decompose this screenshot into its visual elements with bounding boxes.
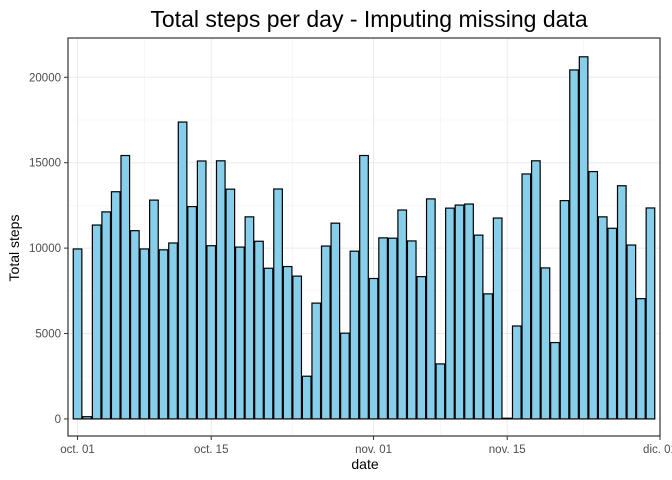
bar <box>254 240 264 420</box>
bar <box>435 363 446 420</box>
y-tick-label: 20000 <box>29 72 61 84</box>
bar <box>349 250 360 420</box>
bar <box>492 217 503 420</box>
y-tick-label: 0 <box>55 414 61 426</box>
x-tick-label: nov. 01 <box>355 444 392 456</box>
bar <box>168 242 178 420</box>
bar <box>636 298 646 420</box>
bar <box>588 170 599 420</box>
bar <box>473 234 484 420</box>
x-tick-label: oct. 01 <box>60 444 95 456</box>
bar <box>397 209 408 420</box>
bar <box>550 341 560 420</box>
bar <box>540 267 551 420</box>
bar <box>139 248 150 420</box>
chart-title: Total steps per day - Imputing missing d… <box>150 6 587 32</box>
bar <box>110 191 121 420</box>
bar <box>521 173 532 420</box>
bar <box>320 245 331 420</box>
bar <box>616 185 627 420</box>
bar <box>311 302 322 420</box>
bar <box>215 160 226 420</box>
y-tick-label: 5000 <box>35 329 61 341</box>
bar <box>234 246 245 420</box>
y-tick-label: 10000 <box>29 243 61 255</box>
bar <box>91 224 102 420</box>
x-axis: oct. 01 oct. 15 nov. 01 nov. 15 dic. 01 <box>60 436 672 456</box>
bar <box>530 160 541 420</box>
bar <box>340 332 350 420</box>
bar <box>578 56 589 420</box>
bar <box>607 227 618 420</box>
bar <box>378 237 388 420</box>
bar <box>464 203 474 420</box>
bar <box>129 230 140 420</box>
y-axis: 0 5000 10000 15000 20000 <box>29 72 68 426</box>
bar <box>301 375 312 420</box>
bar <box>282 265 293 420</box>
bar <box>445 207 455 420</box>
bar <box>101 211 112 420</box>
bar <box>72 248 83 420</box>
bar <box>292 275 303 420</box>
bars <box>72 56 656 420</box>
bar <box>82 416 92 420</box>
bar <box>569 69 579 420</box>
bar <box>177 121 188 420</box>
bar <box>387 237 398 420</box>
x-tick-label: nov. 15 <box>489 444 526 456</box>
bar <box>425 198 436 420</box>
bar <box>483 293 494 420</box>
bar <box>263 267 274 420</box>
bar <box>406 240 417 420</box>
bar <box>206 245 217 420</box>
bar <box>597 216 608 420</box>
plot-panel-border <box>67 37 661 437</box>
bar <box>454 204 465 420</box>
x-tick-label: dic. 01 <box>643 444 672 456</box>
bar <box>225 188 236 420</box>
bar <box>368 277 379 420</box>
bar <box>158 249 169 420</box>
bar <box>149 199 159 420</box>
bar <box>359 154 369 420</box>
bar <box>502 417 513 420</box>
bar <box>511 325 522 420</box>
x-axis-title: date <box>351 456 378 472</box>
y-tick-label: 15000 <box>29 158 61 170</box>
y-axis-title: Total steps <box>6 215 22 282</box>
bar <box>330 222 341 420</box>
bar <box>416 276 427 420</box>
bar <box>244 216 255 420</box>
bar <box>626 244 637 420</box>
bar <box>645 207 656 420</box>
bar <box>196 160 207 420</box>
x-tick-label: oct. 15 <box>194 444 229 456</box>
bar <box>559 200 570 420</box>
bar <box>120 154 131 420</box>
bar <box>187 205 198 420</box>
bar <box>273 188 283 420</box>
